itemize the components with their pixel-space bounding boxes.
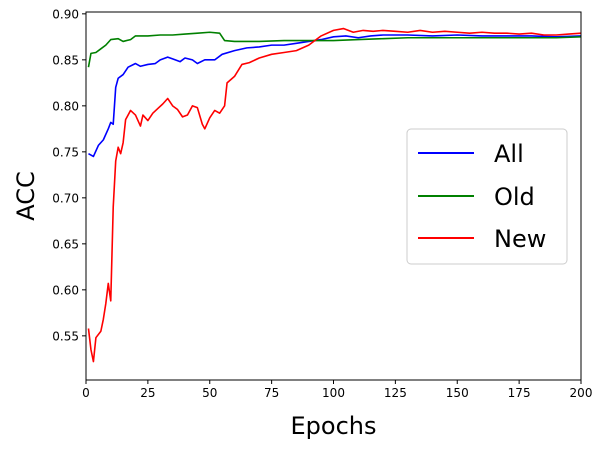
series-line-old xyxy=(87,31,582,68)
y-tick-label: 0.80 xyxy=(52,99,79,113)
x-tick-label: 50 xyxy=(202,386,217,400)
y-tick-label: 0.65 xyxy=(52,237,79,251)
y-tick-label: 0.60 xyxy=(52,283,79,297)
legend-label-new: New xyxy=(494,225,546,253)
x-tick-label: 175 xyxy=(508,386,531,400)
legend-label-all: All xyxy=(494,140,524,168)
x-tick-label: 150 xyxy=(446,386,469,400)
y-axis-title: ACC xyxy=(12,171,40,221)
y-tick-label: 0.70 xyxy=(52,191,79,205)
x-tick-label: 0 xyxy=(82,386,90,400)
series-layer xyxy=(87,27,582,363)
legend: All Old New xyxy=(406,128,568,265)
x-tick-label: 200 xyxy=(570,386,593,400)
x-axis-ticks: 0 25 50 75 100 125 150 175 200 xyxy=(82,380,592,400)
x-tick-label: 125 xyxy=(384,386,407,400)
x-tick-label: 25 xyxy=(140,386,155,400)
y-tick-label: 0.85 xyxy=(52,53,79,67)
x-axis-title: Epochs xyxy=(291,412,377,440)
y-axis-ticks: 0.55 0.60 0.65 0.70 0.75 0.80 0.85 0.90 xyxy=(52,7,86,343)
x-tick-label: 75 xyxy=(264,386,279,400)
y-tick-label: 0.90 xyxy=(52,7,79,21)
y-tick-label: 0.75 xyxy=(52,145,79,159)
series-line-all xyxy=(88,34,582,158)
y-tick-label: 0.55 xyxy=(52,329,79,343)
legend-box xyxy=(406,128,568,265)
x-tick-label: 100 xyxy=(322,386,345,400)
legend-label-old: Old xyxy=(494,183,535,211)
series-line-new xyxy=(87,27,582,363)
